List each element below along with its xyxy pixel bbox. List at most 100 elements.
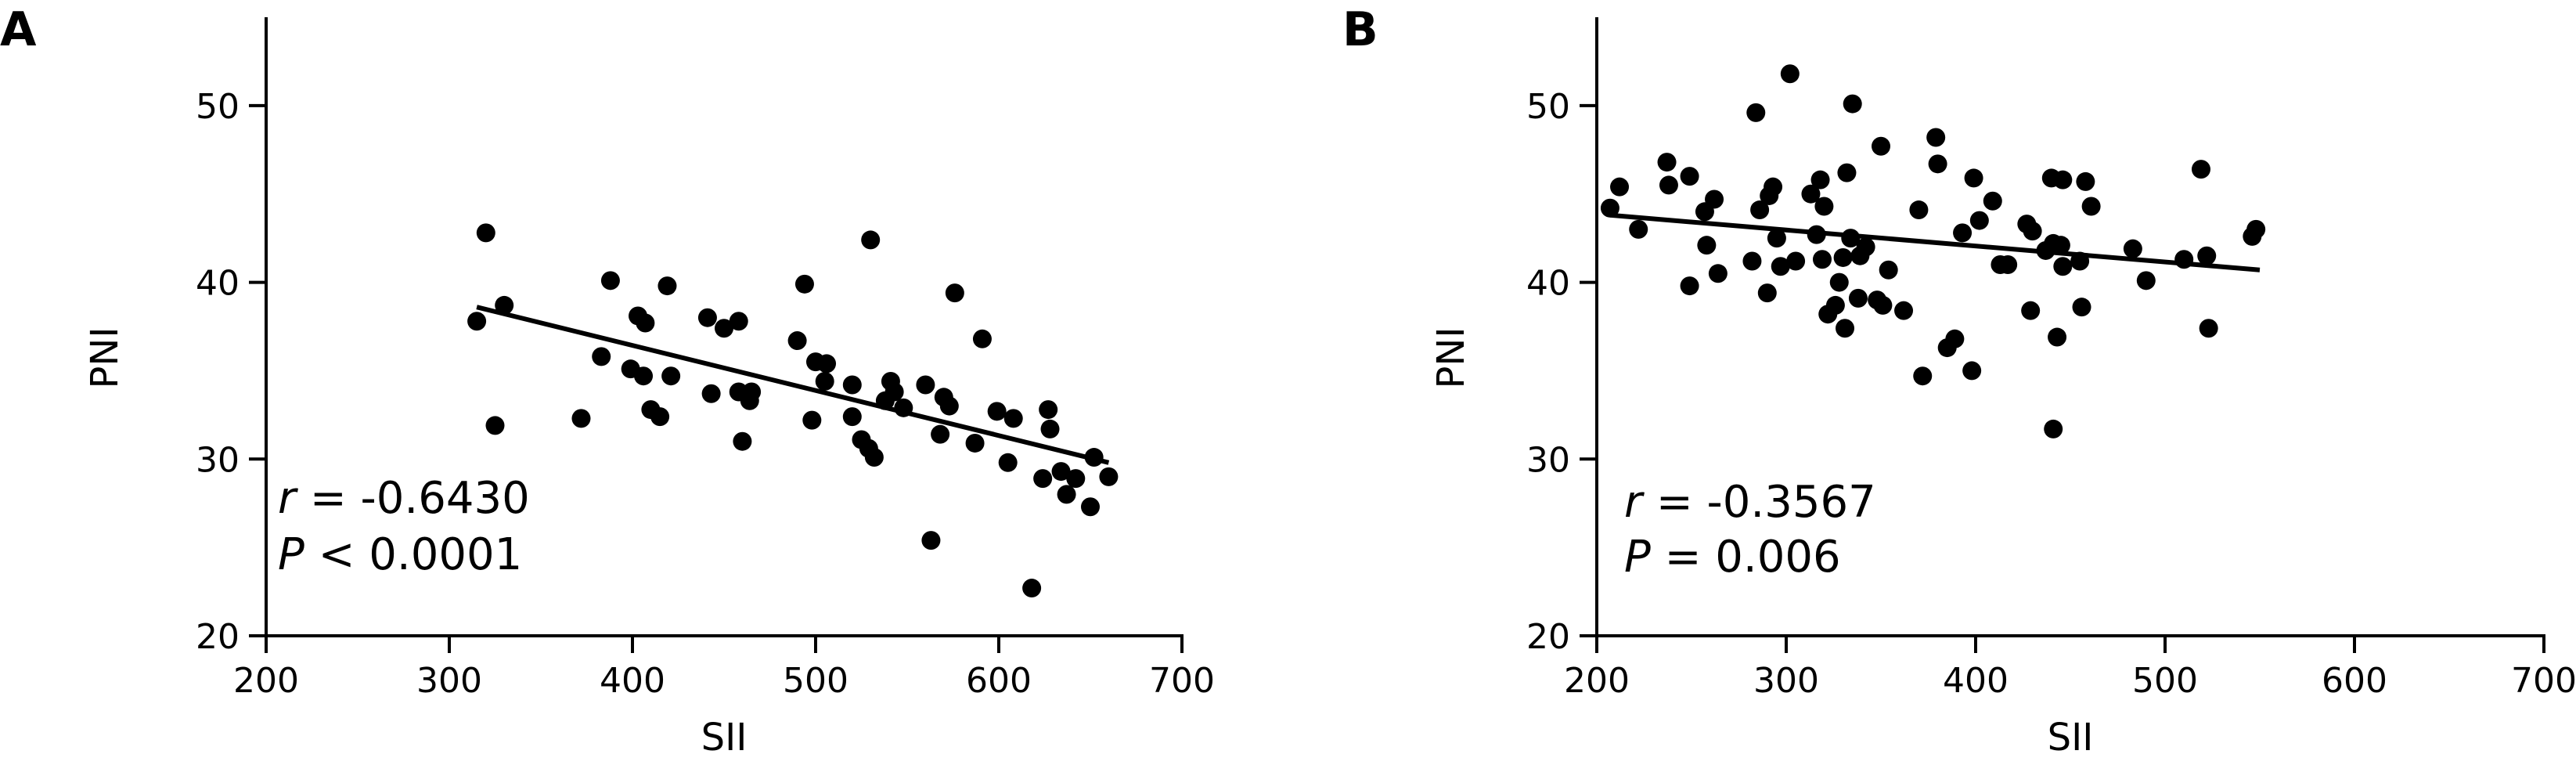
y-axis-title: PNI (1429, 327, 1473, 388)
y-tick-label: 30 (196, 440, 240, 480)
data-point (817, 354, 837, 373)
data-point (1848, 288, 1868, 308)
data-point (1928, 154, 1947, 174)
data-point (1833, 247, 1853, 267)
p-value-text: P = 0.006 (1624, 532, 1841, 583)
data-point (1680, 276, 1699, 296)
data-point (1039, 400, 1058, 420)
data-point (742, 382, 762, 402)
data-point (998, 453, 1018, 472)
data-point (1780, 64, 1800, 84)
data-point (2136, 271, 2156, 290)
r-value: = -0.3567 (1642, 477, 1876, 528)
data-point (965, 433, 985, 453)
data-point (2174, 250, 2194, 269)
y-tick-label: 30 (1526, 440, 1570, 480)
y-axis-title: PNI (83, 327, 127, 388)
data-point (1945, 329, 1965, 348)
x-tick-label: 300 (416, 661, 482, 701)
data-point (864, 448, 884, 467)
data-point (1801, 184, 1821, 204)
x-tick-label: 700 (2511, 661, 2576, 701)
r-symbol: r (1624, 477, 1645, 528)
data-point (2076, 171, 2095, 191)
data-point (1022, 579, 1042, 598)
data-point (495, 295, 514, 315)
data-point (787, 331, 807, 351)
x-tick-label: 500 (2132, 661, 2198, 701)
data-point (733, 431, 752, 451)
data-point (1742, 251, 1762, 271)
data-point (1750, 200, 1770, 220)
data-point (1099, 467, 1119, 486)
data-point (894, 398, 913, 417)
x-tick-label: 300 (1753, 661, 1819, 701)
data-point (1659, 175, 1678, 195)
data-point (1814, 197, 1834, 216)
data-point (931, 424, 950, 444)
scatter-plot-a: 200 300 400 500 600 700 20 30 40 50 SII PNI (83, 17, 1215, 760)
data-point (1843, 94, 1862, 114)
data-point (2246, 219, 2266, 239)
data-point (916, 375, 935, 395)
data-point (467, 312, 487, 331)
x-tick-label: 700 (1149, 661, 1215, 701)
data-point (2051, 236, 2070, 255)
r-symbol: r (278, 473, 298, 524)
data-point (861, 230, 881, 250)
p-value: < 0.0001 (304, 529, 522, 580)
data-point (697, 308, 717, 327)
data-point (1081, 497, 1100, 517)
regression-line (1609, 212, 2261, 272)
data-point (1825, 295, 1845, 315)
data-point (1810, 170, 1830, 189)
x-tick-label: 400 (1943, 661, 2009, 701)
data-point (571, 409, 591, 428)
data-point (1983, 191, 2002, 211)
x-tick-label: 600 (2322, 661, 2387, 701)
panel-b: B 200 300 400 500 600 700 20 30 40 50 SII PNI r = -… (1342, 2, 2576, 760)
regression-line (476, 305, 1110, 465)
data-point (794, 274, 814, 294)
data-point (1697, 236, 1717, 255)
data-point (1003, 409, 1023, 428)
data-point (2053, 257, 2073, 276)
panel-letter: A (0, 2, 37, 57)
x-axis-title: SII (2048, 716, 2094, 760)
data-point (1610, 177, 1630, 197)
data-point (2044, 419, 2063, 438)
data-point (1066, 469, 1086, 489)
data-point (1051, 462, 1071, 482)
data-point (1657, 153, 1677, 172)
data-point (921, 531, 941, 550)
data-point (661, 366, 681, 386)
data-point (1057, 485, 1076, 504)
data-point (485, 416, 505, 435)
data-point (636, 313, 655, 333)
data-point (945, 283, 964, 303)
data-point (1829, 272, 1849, 292)
data-point (2199, 319, 2218, 338)
data-point (1786, 251, 1806, 271)
data-point (650, 407, 670, 427)
data-point (2021, 301, 2041, 320)
data-point (1879, 260, 1898, 280)
data-point (1767, 229, 1786, 248)
data-point (1953, 223, 1973, 243)
data-point (1836, 319, 1855, 338)
data-point (1913, 366, 1933, 386)
data-point (2072, 298, 2091, 317)
p-symbol: P (1624, 532, 1651, 583)
data-point (1771, 257, 1790, 276)
data-point (1764, 177, 1783, 197)
panel-letter: B (1342, 2, 1378, 57)
data-point (1872, 136, 1890, 156)
data-point (634, 366, 654, 386)
x-tick-label: 200 (233, 661, 299, 701)
data-point (2191, 160, 2210, 179)
data-point (1807, 225, 1826, 244)
data-point (802, 410, 822, 430)
data-point (1705, 189, 1724, 209)
scatter-plot-b: 200 300 400 500 600 700 20 30 40 50 SII PNI (1429, 17, 2576, 760)
